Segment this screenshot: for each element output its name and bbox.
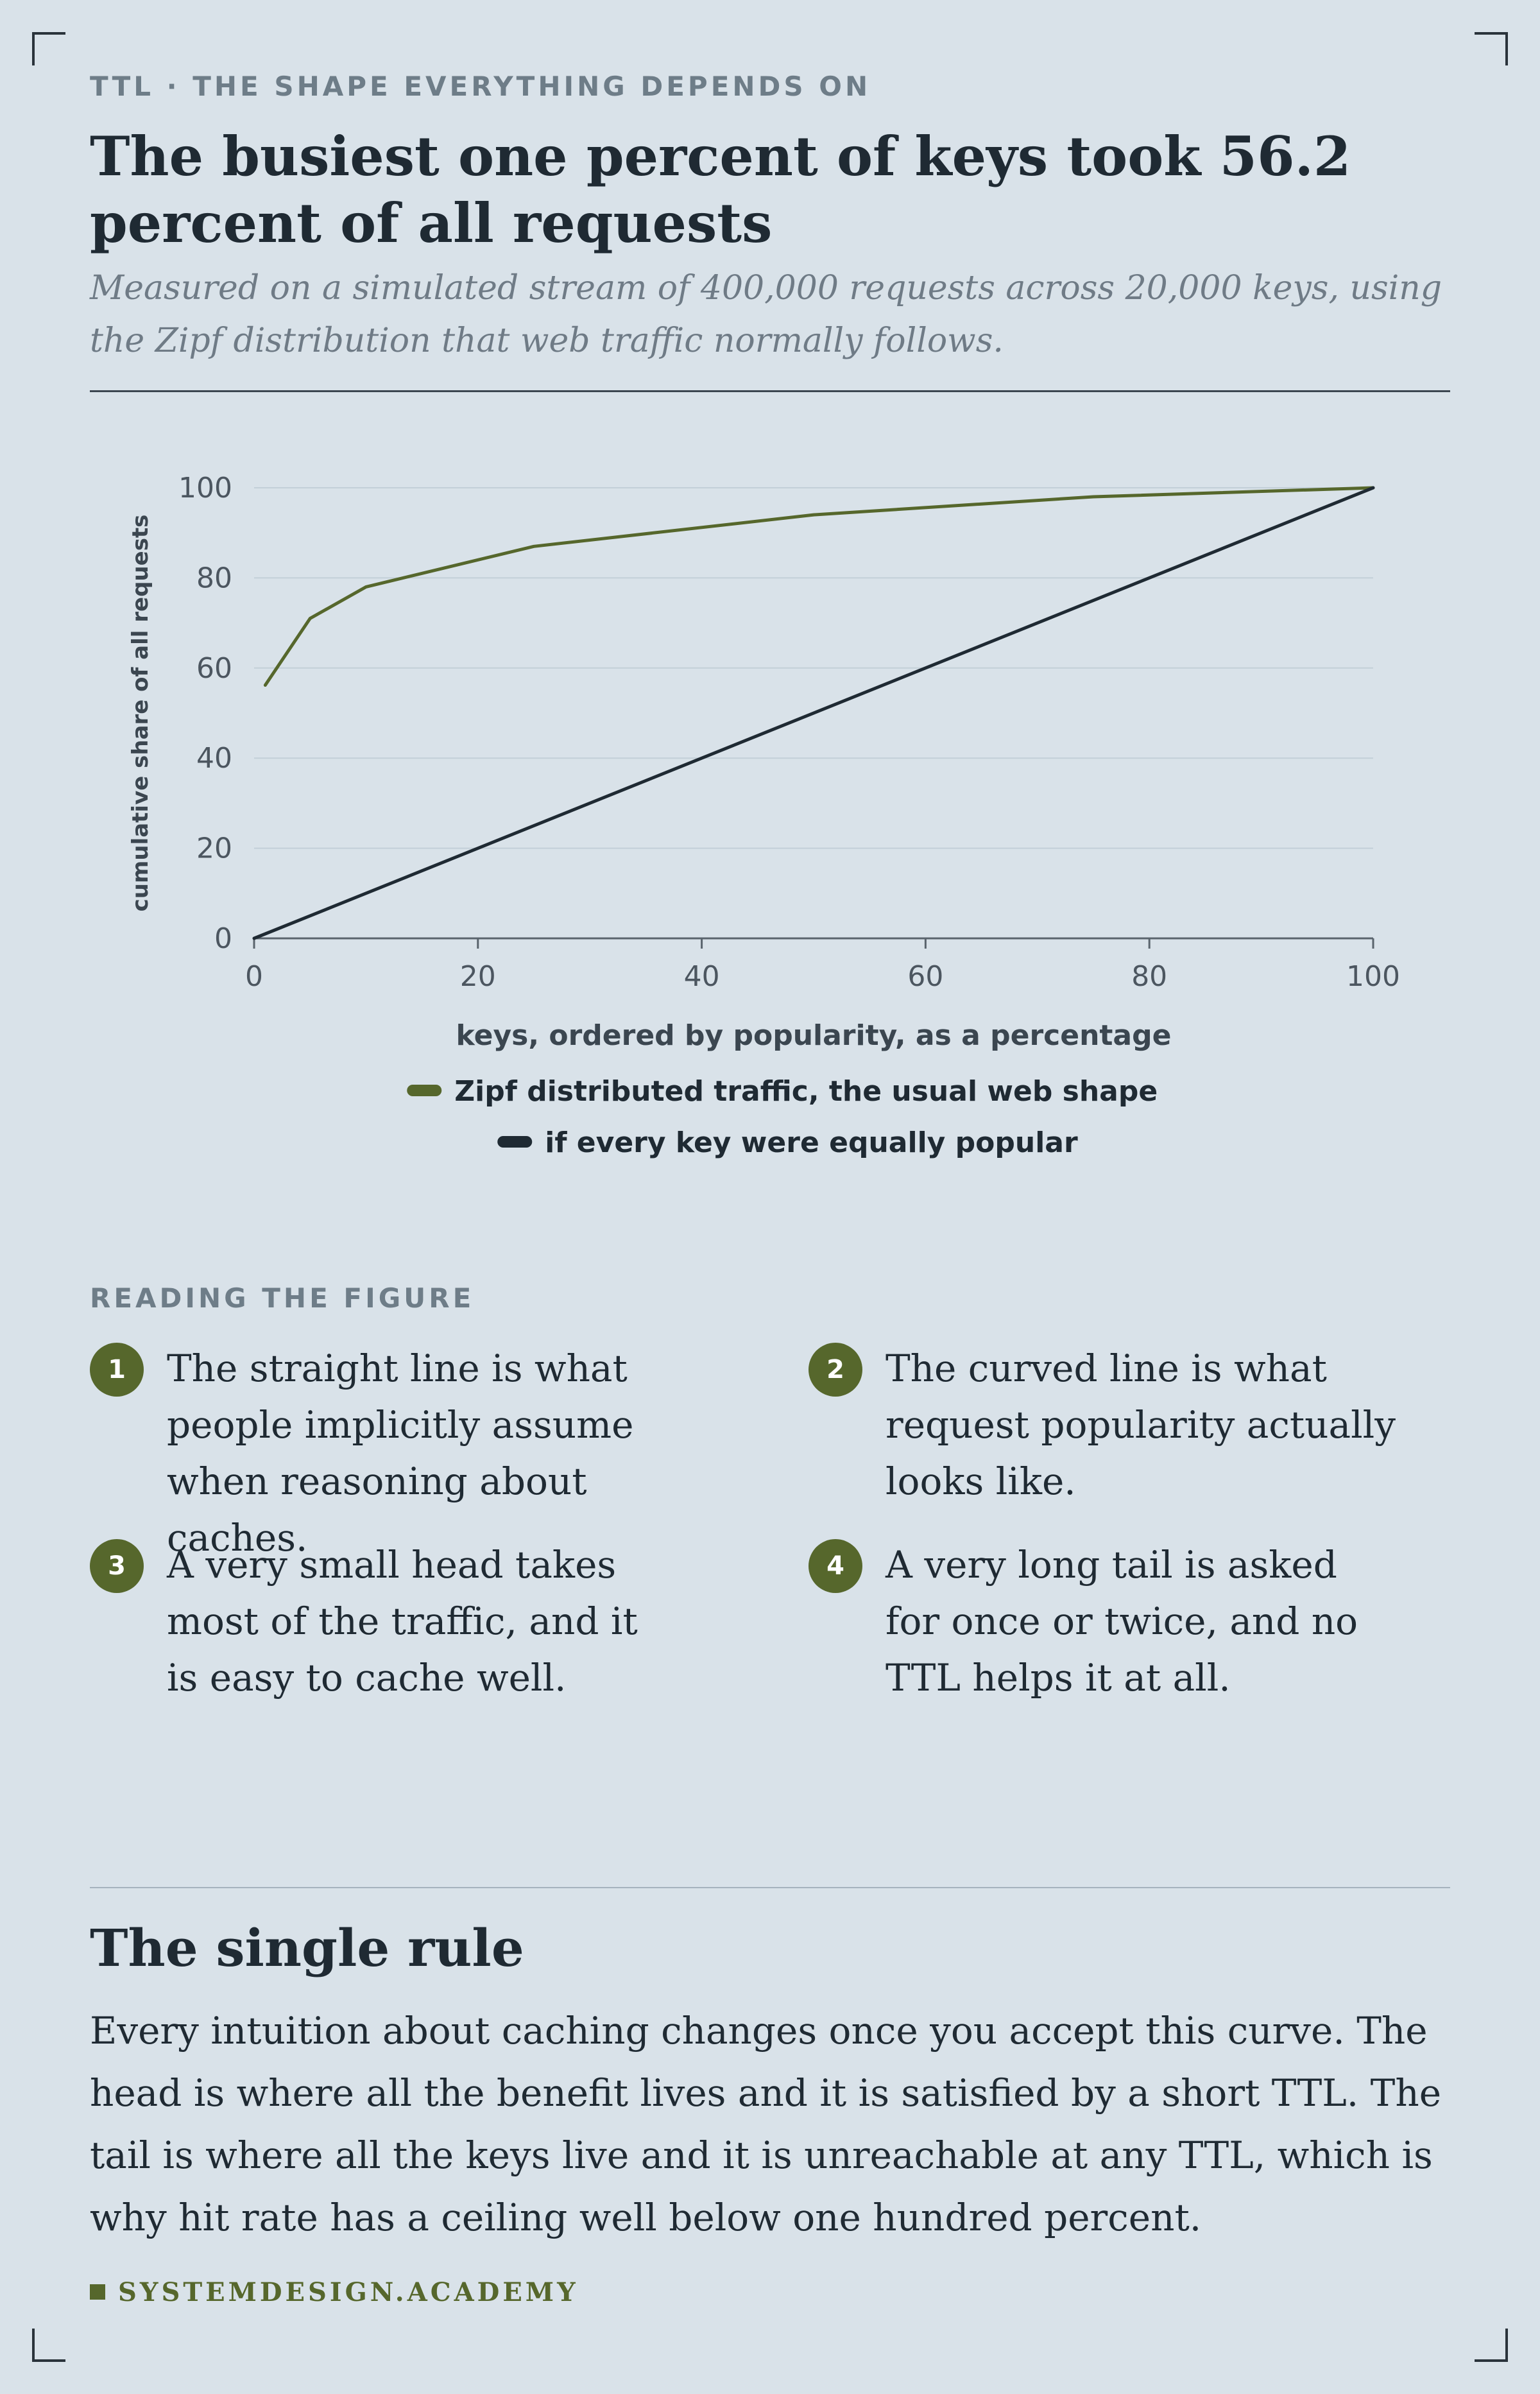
note-number-badge: 2	[809, 1343, 862, 1397]
series-line-2	[252, 486, 1375, 940]
corner-mark-top-left	[32, 32, 65, 65]
note-number-badge: 3	[90, 1539, 144, 1593]
note-text: The curved line is what request populari…	[886, 1347, 1396, 1503]
legend-label: Zipf distributed traffic, the usual web …	[454, 1075, 1158, 1108]
note-text: A very small head takes most of the traf…	[167, 1543, 638, 1700]
rule-body-text: Every intuition about caching changes on…	[90, 2009, 1442, 2239]
corner-mark-top-right	[1475, 32, 1508, 65]
x-tick-label: 20	[460, 960, 496, 993]
chart-grid	[254, 487, 1373, 849]
y-tick-label: 40	[196, 742, 232, 775]
chart-legend: Zipf distributed traffic, the usual web …	[407, 1075, 1158, 1159]
page-title: The busiest one percent of keys took 56.…	[90, 125, 1351, 255]
y-axis-title: cumulative share of all requests	[128, 515, 153, 912]
y-tick-label: 20	[196, 832, 232, 865]
legend-swatch	[497, 1136, 533, 1148]
y-tick-label: 60	[196, 652, 232, 685]
x-tick-label: 40	[684, 960, 720, 993]
note-number-badge: 1	[90, 1343, 144, 1397]
note-text: The straight line is what people implici…	[167, 1347, 634, 1560]
chart-series	[252, 486, 1375, 940]
reading-section-label: READING THE FIGURE	[90, 1282, 475, 1314]
line-chart: 0 20 40 60 80 100 0 20 40 60 80 100 keys, ordered by…	[128, 472, 1400, 1159]
brand-footer: SYSTEMDESIGN.ACADEMY	[90, 2277, 579, 2307]
note-text: A very long tail is asked for once or tw…	[886, 1543, 1358, 1700]
x-tick-label: 80	[1131, 960, 1167, 993]
y-tick-label: 0	[214, 922, 232, 955]
eyebrow-label: TTL · THE SHAPE EVERYTHING DEPENDS ON	[90, 71, 871, 102]
note-number-badge: 4	[809, 1539, 862, 1593]
legend-label: if every key were equally popular	[545, 1126, 1078, 1159]
corner-mark-bottom-right	[1475, 2329, 1508, 2362]
x-axis-title: keys, ordered by popularity, as a percen…	[456, 1019, 1172, 1052]
rule-heading: The single rule	[90, 1918, 524, 1978]
page-subtitle: Measured on a simulated stream of 400,00…	[90, 269, 1442, 360]
brand-square-icon	[90, 2284, 105, 2300]
y-tick-label: 80	[196, 562, 232, 594]
brand-name: SYSTEMDESIGN.ACADEMY	[118, 2277, 579, 2307]
x-tick-label: 60	[907, 960, 943, 993]
chart-axes: 0 20 40 60 80 100 0 20 40 60 80 100 keys, ordered by…	[128, 472, 1400, 1052]
x-tick-label: 100	[1346, 960, 1400, 993]
corner-mark-bottom-left	[32, 2329, 65, 2362]
y-tick-label: 100	[178, 472, 232, 504]
series-line-1	[263, 486, 1375, 687]
x-tick-label: 0	[245, 960, 263, 993]
header-divider	[90, 390, 1450, 392]
legend-swatch	[407, 1085, 442, 1096]
section-divider	[90, 1887, 1450, 1888]
